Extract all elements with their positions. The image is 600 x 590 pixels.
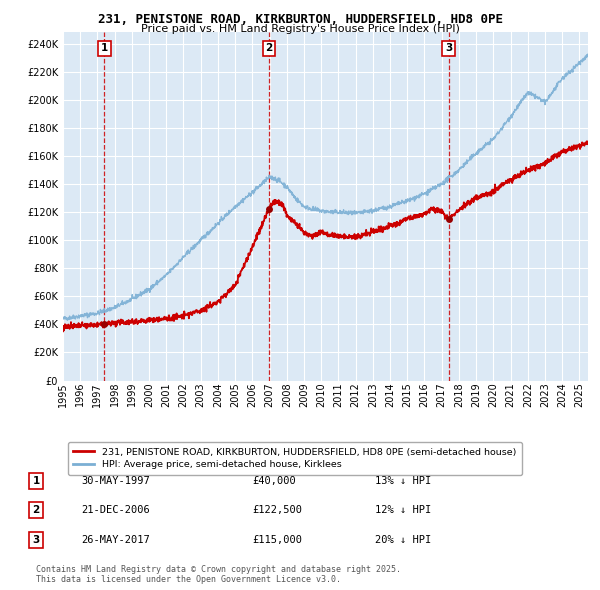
Text: 20% ↓ HPI: 20% ↓ HPI <box>375 535 431 545</box>
Text: 2: 2 <box>32 506 40 515</box>
Text: 2: 2 <box>265 43 272 53</box>
Text: Contains HM Land Registry data © Crown copyright and database right 2025.
This d: Contains HM Land Registry data © Crown c… <box>36 565 401 584</box>
Text: 3: 3 <box>32 535 40 545</box>
Text: 231, PENISTONE ROAD, KIRKBURTON, HUDDERSFIELD, HD8 0PE: 231, PENISTONE ROAD, KIRKBURTON, HUDDERS… <box>97 13 503 26</box>
Text: Price paid vs. HM Land Registry's House Price Index (HPI): Price paid vs. HM Land Registry's House … <box>140 24 460 34</box>
Text: 26-MAY-2017: 26-MAY-2017 <box>81 535 150 545</box>
Text: £115,000: £115,000 <box>252 535 302 545</box>
Text: £40,000: £40,000 <box>252 476 296 486</box>
Text: 3: 3 <box>445 43 452 53</box>
Text: £122,500: £122,500 <box>252 506 302 515</box>
Text: 1: 1 <box>101 43 108 53</box>
Text: 30-MAY-1997: 30-MAY-1997 <box>81 476 150 486</box>
Legend: 231, PENISTONE ROAD, KIRKBURTON, HUDDERSFIELD, HD8 0PE (semi-detached house), HP: 231, PENISTONE ROAD, KIRKBURTON, HUDDERS… <box>68 442 522 475</box>
Text: 21-DEC-2006: 21-DEC-2006 <box>81 506 150 515</box>
Text: 13% ↓ HPI: 13% ↓ HPI <box>375 476 431 486</box>
Text: 12% ↓ HPI: 12% ↓ HPI <box>375 506 431 515</box>
Text: 1: 1 <box>32 476 40 486</box>
